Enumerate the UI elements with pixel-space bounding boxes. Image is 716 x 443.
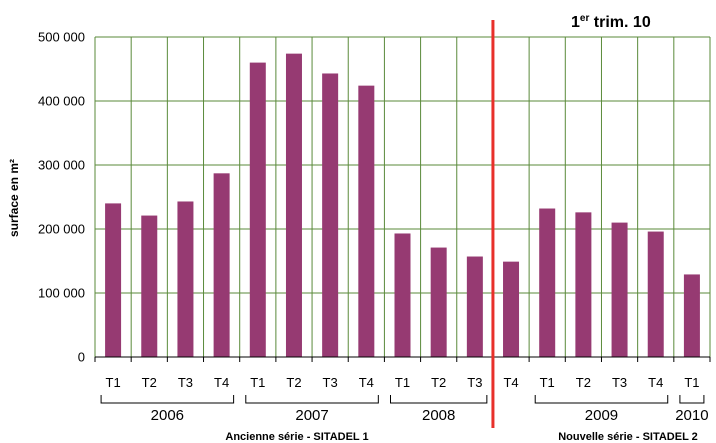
bar: [611, 222, 628, 357]
y-tick-label: 500 000: [38, 30, 85, 45]
y-tick-label: 300 000: [38, 158, 85, 173]
year-label: 2008: [422, 407, 455, 424]
labels-layer: 0 100 000 200 000 300 000 400 000 500 000 T1 T2…: [38, 30, 709, 425]
y-tick-label: 400 000: [38, 94, 85, 109]
old-series-note: Ancienne série - SITADEL 1: [225, 431, 368, 443]
bars-layer: [105, 53, 700, 357]
x-tick-label: T1: [684, 375, 699, 390]
bar: [213, 173, 230, 357]
x-tick-label: T1: [250, 375, 265, 390]
axis-layer: [94, 20, 711, 428]
x-tick-label: T2: [286, 375, 301, 390]
bar: [394, 233, 411, 357]
new-series-note: Nouvelle série - SITADEL 2: [558, 431, 698, 443]
grid-layer: [94, 36, 711, 357]
x-tick-label: T4: [503, 375, 518, 390]
bar: [141, 215, 158, 357]
year-label: 2010: [675, 407, 708, 424]
y-tick-label: 100 000: [38, 286, 85, 301]
bar: [430, 247, 447, 357]
bar: [575, 212, 592, 357]
x-tick-label: T2: [431, 375, 446, 390]
chart-title-prefix: 1: [571, 14, 580, 31]
y-tick-label: 200 000: [38, 222, 85, 237]
x-tick-label: T1: [106, 375, 121, 390]
year-bracket: [679, 395, 705, 404]
bar: [249, 62, 266, 357]
bar: [322, 73, 339, 357]
x-tick-label: T3: [467, 375, 482, 390]
y-tick-label: 0: [78, 350, 85, 365]
x-tick-label: T4: [214, 375, 229, 390]
x-tick-label: T2: [142, 375, 157, 390]
year-bracket: [390, 395, 488, 404]
x-tick-label: T3: [178, 375, 193, 390]
year-label: 2007: [295, 407, 328, 424]
bar: [503, 261, 520, 357]
year-bracket: [100, 395, 235, 404]
x-tick-label: T4: [648, 375, 663, 390]
bar: [466, 256, 483, 357]
bar: [285, 53, 302, 357]
year-label: 2009: [585, 407, 618, 424]
y-axis-label: surface en m²: [7, 159, 21, 237]
bar: [539, 208, 556, 357]
x-tick-label: T4: [359, 375, 374, 390]
x-tick-label: T1: [540, 375, 555, 390]
chart-title-suffix: trim. 10: [589, 14, 650, 31]
bar: [177, 201, 194, 357]
year-bracket: [534, 395, 669, 404]
x-tick-label: T1: [395, 375, 410, 390]
x-tick-label: T3: [612, 375, 627, 390]
year-bracket: [245, 395, 379, 404]
bar: [358, 85, 375, 357]
bar: [647, 231, 664, 357]
year-label: 2006: [151, 407, 184, 424]
x-tick-label: T3: [323, 375, 338, 390]
chart-title-superscript: er: [580, 13, 590, 24]
x-tick-label: T2: [576, 375, 591, 390]
bar: [683, 274, 700, 357]
chart-title: 1er trim. 10: [571, 13, 651, 31]
bar: [105, 203, 122, 357]
